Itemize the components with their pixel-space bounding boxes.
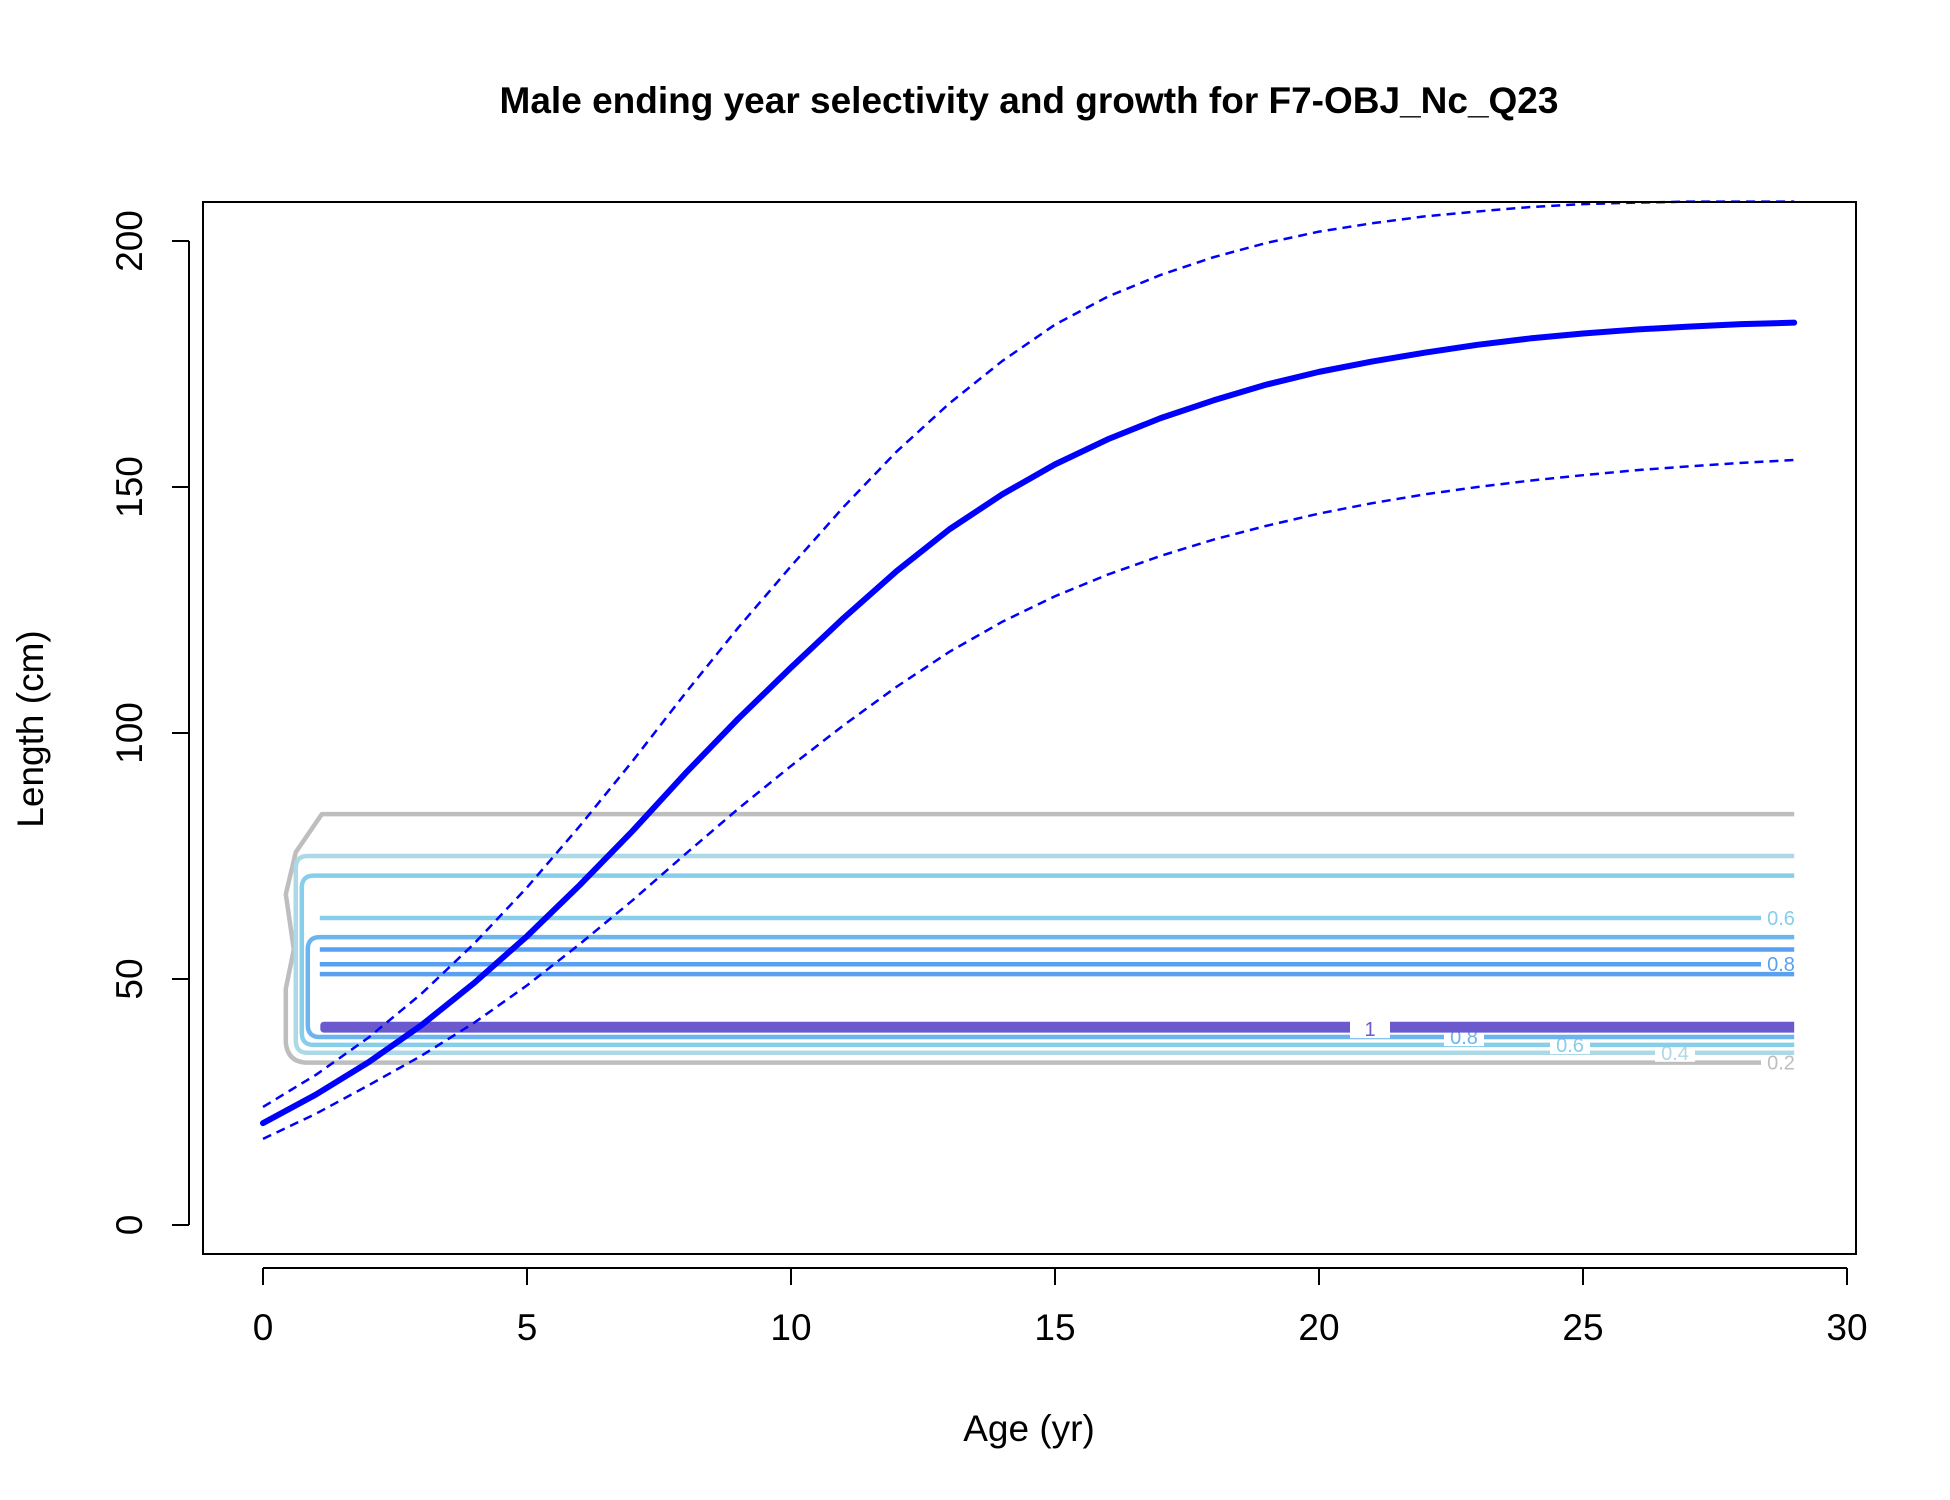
- y-tick-label: 150: [109, 456, 150, 518]
- contour-label-gap: [1761, 908, 1801, 927]
- contour-label: 0.4: [1661, 1043, 1689, 1065]
- x-tick-label: 15: [1034, 1307, 1075, 1348]
- x-tick-label: 20: [1298, 1307, 1339, 1348]
- x-tick-label: 10: [770, 1307, 811, 1348]
- x-tick-label: 30: [1826, 1307, 1867, 1348]
- growth-lower-bound-line: [262, 458, 1795, 1141]
- selectivity-contours: 0.20.40.60.60.80.81: [283, 811, 1801, 1075]
- x-axis: 0 5 10 15 20 25 30: [253, 1267, 1868, 1348]
- y-tick-label: 100: [109, 702, 150, 764]
- growth-mean-line: [260, 319, 1798, 1127]
- x-tick-label: 5: [517, 1307, 538, 1348]
- contour-0-4: [293, 853, 1795, 1056]
- contour-0-6: [299, 873, 1795, 1048]
- growth-upper-bound-line: [262, 200, 1795, 1108]
- contour-label-gap: [1550, 1035, 1590, 1054]
- contour-0-8: [305, 934, 1795, 1040]
- chart-title: Male ending year selectivity and growth …: [500, 80, 1559, 121]
- y-tick-label: 50: [109, 958, 150, 999]
- contour-label-gap: [1761, 955, 1801, 974]
- y-tick-label: 200: [109, 210, 150, 272]
- growth-curves: [260, 200, 1798, 1141]
- contour-label: 0.8: [1767, 954, 1795, 976]
- contour-0-2: [283, 811, 1795, 1065]
- x-axis-title: Age (yr): [963, 1408, 1095, 1449]
- plot-box: [202, 201, 1857, 1255]
- x-tick-label: 25: [1562, 1307, 1603, 1348]
- contour-label: 0.6: [1556, 1035, 1584, 1057]
- contour-label: 0.2: [1767, 1053, 1795, 1075]
- y-tick-label: 0: [109, 1215, 150, 1236]
- x-tick-label: 0: [253, 1307, 274, 1348]
- y-axis-title: Length (cm): [10, 630, 51, 827]
- contour-label-gap: [1655, 1043, 1695, 1062]
- y-axis: 0 50 100 150 200: [109, 210, 190, 1236]
- contour-label: 1: [1364, 1019, 1375, 1041]
- contour-label: 0.6: [1767, 908, 1795, 930]
- contour-label-gap: [1761, 1053, 1801, 1072]
- contour-label-gap: [1350, 1020, 1390, 1039]
- contour-1: [320, 1021, 1795, 1033]
